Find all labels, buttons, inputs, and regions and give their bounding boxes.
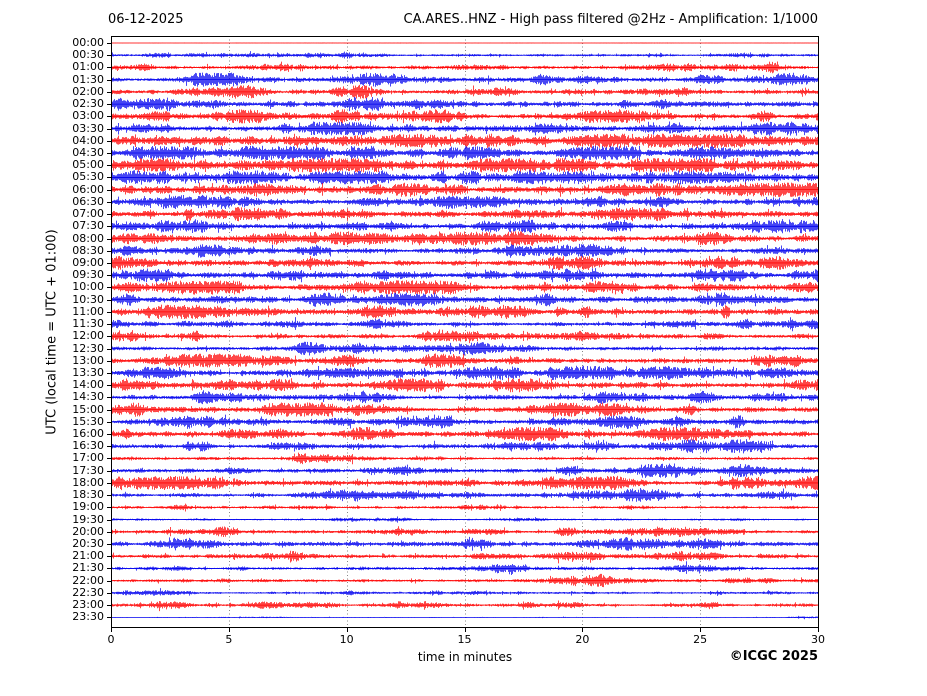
y-tick-label: 19:00 <box>72 500 104 514</box>
y-tick-label: 17:30 <box>72 463 104 477</box>
x-tick-label: 10 <box>339 633 354 646</box>
y-tick-label: 05:00 <box>72 158 104 172</box>
y-tick-label: 22:30 <box>72 585 104 599</box>
copyright-label: ©ICGC 2025 <box>729 649 818 664</box>
y-tick-label: 05:30 <box>72 170 104 184</box>
y-tick-label: 01:30 <box>72 72 104 86</box>
y-tick-label: 12:00 <box>72 329 104 343</box>
y-tick-label: 13:30 <box>72 365 104 379</box>
y-tick-label: 03:00 <box>72 109 104 123</box>
y-tick-label: 14:30 <box>72 390 104 404</box>
y-tick-label: 23:00 <box>72 598 104 612</box>
y-tick-label: 08:00 <box>72 231 104 245</box>
y-tick-label: 21:30 <box>72 561 104 575</box>
y-tick-label: 07:00 <box>72 207 104 221</box>
x-tick-label: 20 <box>575 633 590 646</box>
y-tick-label: 11:00 <box>72 304 104 318</box>
y-tick-label: 13:00 <box>72 353 104 367</box>
x-tick-label: 5 <box>225 633 233 646</box>
y-tick-label: 01:00 <box>72 60 104 74</box>
x-axis-label: time in minutes <box>417 650 513 664</box>
y-tick-label: 02:00 <box>72 84 104 98</box>
y-tick-label: 00:30 <box>72 48 104 62</box>
y-tick-label: 15:30 <box>72 414 104 428</box>
y-tick-label: 18:30 <box>72 488 104 502</box>
y-tick-label: 18:00 <box>72 475 104 489</box>
y-tick-label: 20:00 <box>72 524 104 538</box>
y-tick-label: 04:30 <box>72 145 104 159</box>
y-tick-label: 04:00 <box>72 133 104 147</box>
y-tick-label: 20:30 <box>72 537 104 551</box>
y-tick-label: 19:30 <box>72 512 104 526</box>
x-tick-label: 25 <box>693 633 708 646</box>
y-tick-label: 14:00 <box>72 378 104 392</box>
y-tick-label: 10:30 <box>72 292 104 306</box>
y-tick-label: 11:30 <box>72 317 104 331</box>
y-tick-label: 00:00 <box>72 36 104 49</box>
y-tick-label: 17:00 <box>72 451 104 465</box>
x-tick-label: 30 <box>811 633 825 646</box>
y-tick-label: 08:30 <box>72 243 104 257</box>
x-tick-label: 15 <box>457 633 472 646</box>
y-tick-label: 22:00 <box>72 573 104 587</box>
y-tick-label: 21:00 <box>72 549 104 563</box>
y-tick-label: 10:00 <box>72 280 104 294</box>
y-tick-label: 07:30 <box>72 219 104 233</box>
x-tick-label: 0 <box>107 633 115 646</box>
y-tick-label: 06:30 <box>72 194 104 208</box>
y-tick-label: 23:30 <box>72 610 104 624</box>
y-tick-label: 16:30 <box>72 439 104 453</box>
y-tick-label: 02:30 <box>72 97 104 111</box>
y-tick-label: 06:00 <box>72 182 104 196</box>
y-tick-label: 03:30 <box>72 121 104 135</box>
y-tick-label: 09:00 <box>72 255 104 269</box>
y-tick-label: 15:00 <box>72 402 104 416</box>
y-tick-label: 12:30 <box>72 341 104 355</box>
y-tick-label: 09:30 <box>72 268 104 282</box>
y-tick-label: 16:00 <box>72 427 104 441</box>
